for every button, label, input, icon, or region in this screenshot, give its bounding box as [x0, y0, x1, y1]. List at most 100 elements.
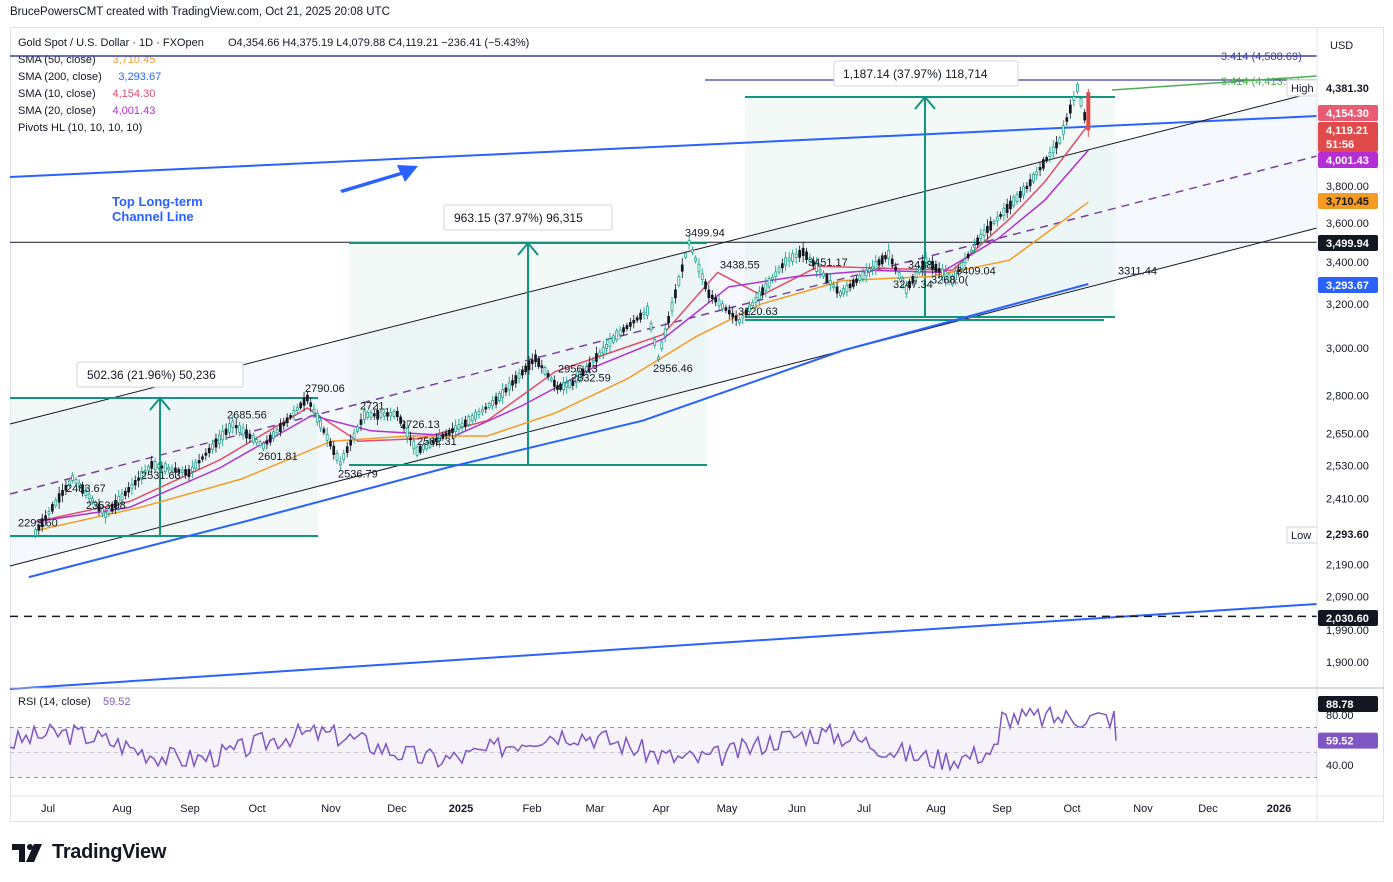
candle [642, 311, 646, 316]
candle [57, 493, 61, 503]
time-tick-label: 2026 [1267, 803, 1291, 815]
candle [1068, 104, 1072, 114]
last-candle [1086, 92, 1091, 131]
candle [1035, 171, 1039, 176]
candle [777, 267, 781, 273]
candle [319, 420, 322, 429]
time-tick-label: Jul [857, 803, 871, 815]
candle [543, 367, 547, 375]
price-axis[interactable]: 4,200.004,000.003,800.003,600.003,400.00… [1326, 112, 1369, 669]
legend-indicator-value: 4,154.30 [113, 88, 156, 100]
candle [34, 529, 37, 536]
time-tick-label: Aug [926, 803, 946, 815]
candle [507, 382, 511, 391]
candle [921, 260, 925, 270]
candle [180, 469, 184, 474]
time-tick-label: Oct [248, 803, 265, 815]
measure-box-3[interactable]: 1,187.14 (37.97%) 118,714 [833, 60, 1019, 87]
measure-label-2: 963.15 (37.97%) 96,315 [454, 211, 583, 225]
candle [177, 468, 181, 473]
legend-symbol[interactable]: Gold Spot / U.S. Dollar · 1D · FXOpen [18, 37, 204, 49]
candle [402, 423, 406, 429]
candle [409, 437, 412, 441]
candle [697, 263, 701, 273]
candle [887, 250, 891, 260]
candle [285, 417, 289, 423]
pivot-label: 2726.13 [400, 419, 440, 431]
candle [61, 489, 64, 496]
candle [382, 412, 386, 417]
candle [120, 493, 124, 501]
candle [1083, 112, 1087, 121]
measure-tool-1-arrow-head [149, 396, 171, 411]
currency-label[interactable]: USD [1330, 40, 1353, 52]
candle [787, 257, 791, 262]
candle [832, 284, 836, 288]
candle [74, 479, 78, 485]
pivot-label: 2483.67 [66, 483, 106, 495]
candle [224, 428, 228, 435]
candle [1051, 146, 1055, 154]
candle [386, 412, 389, 417]
rsi-high-tag-bg [1318, 696, 1378, 713]
high-trend-line [1111, 75, 1318, 91]
pivot-label: 2293.60 [18, 518, 58, 530]
legend-indicator-name: SMA (10, close) [18, 88, 96, 100]
pivot-label: 2531.63 [141, 470, 181, 482]
candle [877, 259, 881, 266]
candle [927, 260, 931, 266]
candle [957, 269, 961, 272]
candle [91, 498, 94, 502]
candle [190, 466, 194, 472]
candle [124, 490, 127, 496]
candle [851, 279, 855, 287]
candle [64, 485, 68, 491]
candle [1005, 203, 1009, 213]
candle [995, 216, 999, 222]
candle [470, 415, 474, 421]
measure-box-1[interactable]: 502.36 (21.96%) 50,236 [76, 361, 244, 388]
candle [674, 289, 677, 299]
candle [808, 257, 812, 262]
candle [1065, 117, 1069, 122]
candle [524, 365, 528, 373]
time-axis[interactable]: Jul Aug Sep Oct Nov Dec 2025 Feb Mar Apr May Jun Jul… [41, 803, 1291, 815]
measure-box-2[interactable]: 963.15 (37.97%) 96,315 [443, 204, 613, 231]
candle [908, 281, 911, 289]
candle [460, 422, 464, 428]
candle [81, 484, 84, 494]
candle [87, 493, 91, 500]
pivot-label: 2721. [360, 400, 388, 412]
candle [338, 461, 342, 466]
candle [960, 262, 964, 270]
candle [581, 368, 585, 377]
candle [784, 257, 787, 266]
candle [700, 273, 704, 280]
candle [828, 279, 832, 285]
rsi-pane: RSI (14, close) 59.52 80.00 40.00 88.78 59.… [9, 696, 1378, 778]
candle [687, 239, 691, 245]
price-tag-bg [1318, 136, 1378, 152]
legend-indicator-value: 3,710.45 [113, 54, 156, 66]
candle [302, 397, 306, 406]
candle [982, 229, 986, 237]
price-tag: 3,710.45 [1326, 196, 1369, 208]
rsi-label[interactable]: RSI (14, close) [18, 696, 91, 708]
candle [605, 343, 608, 349]
candle [234, 425, 238, 429]
candle [163, 463, 167, 473]
pivot-label: 3311.44 [1118, 265, 1157, 277]
candle [258, 441, 262, 447]
candle [1015, 193, 1019, 202]
candle [966, 253, 970, 259]
time-tick-label: Sep [180, 803, 200, 815]
rsi-high-tag: 88.78 [1326, 699, 1354, 711]
candle [944, 271, 948, 280]
candle [366, 412, 370, 419]
tradingview-logo[interactable]: TradingView [12, 841, 166, 864]
candle [874, 261, 878, 269]
pivot-label: 2956.46 [653, 363, 693, 375]
candle [1048, 152, 1052, 157]
candle [670, 302, 674, 312]
